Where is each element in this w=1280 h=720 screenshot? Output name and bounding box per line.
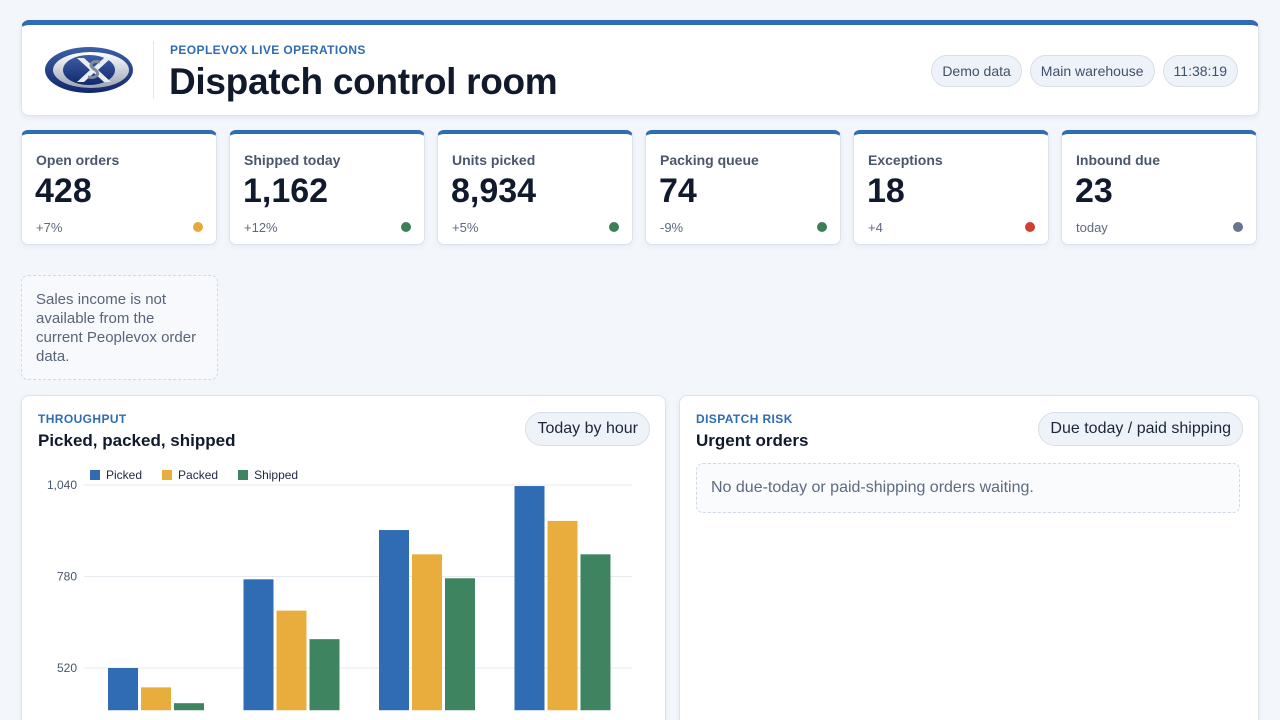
- y-tick-label: 1,040: [47, 478, 77, 492]
- kpi-row: Open orders 428 +7% Shipped today 1,162 …: [21, 130, 1257, 245]
- kpi-delta: -9%: [660, 220, 684, 235]
- legend-swatch: [162, 470, 173, 480]
- bar-shipped-0[interactable]: [174, 703, 204, 711]
- bar-packed-3[interactable]: [547, 520, 578, 711]
- header-pills: Demo data Main warehouse 11:38:19: [931, 55, 1238, 87]
- legend-label: Shipped: [254, 468, 299, 482]
- bar-picked-3[interactable]: [514, 486, 545, 711]
- kpi-delta: today: [1076, 220, 1108, 235]
- status-dot-icon: [401, 222, 411, 232]
- kpi-value: 1,162: [243, 172, 329, 210]
- throughput-bar-chart: 520 780 1,040: [47, 478, 632, 711]
- chart-legend: Picked Packed Shipped: [90, 468, 298, 482]
- status-dot-icon: [1025, 222, 1035, 232]
- page-title: Dispatch control room: [169, 61, 558, 102]
- kpi-label: Shipped today: [244, 152, 341, 168]
- kpi-card-open-orders[interactable]: Open orders 428 +7%: [21, 130, 217, 245]
- kpi-delta: +4: [868, 220, 883, 235]
- bar-shipped-2[interactable]: [445, 578, 475, 711]
- y-tick-label: 780: [57, 570, 77, 584]
- kpi-card-inbound-due[interactable]: Inbound due 23 today: [1061, 130, 1257, 245]
- legend-label: Packed: [178, 468, 219, 482]
- status-dot-icon: [1233, 222, 1243, 232]
- header-divider: [153, 41, 154, 99]
- due-today-filter-button[interactable]: Due today / paid shipping: [1038, 412, 1243, 446]
- bar-packed-1[interactable]: [276, 610, 307, 711]
- kpi-card-packing-queue[interactable]: Packing queue 74 -9%: [645, 130, 841, 245]
- y-tick-label: 520: [57, 661, 77, 675]
- sales-income-note: Sales income is not available from the c…: [21, 275, 218, 380]
- kpi-label: Packing queue: [660, 152, 759, 168]
- legend-swatch: [238, 470, 249, 480]
- bar-shipped-3[interactable]: [580, 554, 611, 711]
- kpi-value: 428: [35, 172, 92, 210]
- legend-item-shipped[interactable]: Shipped: [238, 468, 298, 482]
- status-dot-icon: [193, 222, 203, 232]
- today-by-hour-button[interactable]: Today by hour: [525, 412, 650, 446]
- status-dot-icon: [817, 222, 827, 232]
- bar-shipped-1[interactable]: [309, 639, 340, 711]
- legend-swatch: [90, 470, 100, 480]
- kpi-value: 74: [659, 172, 697, 210]
- clock-pill: 11:38:19: [1162, 55, 1238, 87]
- warehouse-pill[interactable]: Main warehouse: [1029, 55, 1155, 87]
- bar-packed-0[interactable]: [141, 687, 171, 711]
- bar-picked-2[interactable]: [379, 530, 409, 711]
- peoplevox-logo-icon: [45, 47, 133, 93]
- kpi-label: Open orders: [36, 152, 120, 168]
- kpi-value: 8,934: [451, 172, 537, 210]
- kpi-card-shipped-today[interactable]: Shipped today 1,162 +12%: [229, 130, 425, 245]
- urgent-title: Urgent orders: [696, 431, 809, 450]
- legend-item-packed[interactable]: Packed: [162, 468, 218, 482]
- kpi-label: Units picked: [452, 152, 536, 168]
- urgent-eyebrow: DISPATCH RISK: [696, 412, 793, 426]
- kpi-delta: +7%: [36, 220, 63, 235]
- bar-packed-2[interactable]: [412, 554, 442, 711]
- legend-label: Picked: [106, 468, 143, 482]
- throughput-eyebrow: THROUGHPUT: [38, 412, 127, 426]
- header-eyebrow: PEOPLEVOX LIVE OPERATIONS: [170, 43, 366, 57]
- kpi-card-exceptions[interactable]: Exceptions 18 +4: [853, 130, 1049, 245]
- demo-data-pill[interactable]: Demo data: [931, 55, 1022, 87]
- page-header: PEOPLEVOX LIVE OPERATIONS Dispatch contr…: [21, 20, 1259, 116]
- throughput-title: Picked, packed, shipped: [38, 431, 236, 450]
- legend-item-picked[interactable]: Picked: [90, 468, 142, 482]
- kpi-delta: +5%: [452, 220, 479, 235]
- bar-picked-0[interactable]: [108, 668, 138, 711]
- kpi-label: Inbound due: [1076, 152, 1160, 168]
- kpi-delta: +12%: [244, 220, 278, 235]
- kpi-value: 23: [1075, 172, 1113, 210]
- kpi-card-units-picked[interactable]: Units picked 8,934 +5%: [437, 130, 633, 245]
- kpi-label: Exceptions: [868, 152, 943, 168]
- status-dot-icon: [609, 222, 619, 232]
- urgent-orders-panel: DISPATCH RISK Urgent orders Due today / …: [679, 395, 1259, 720]
- throughput-panel: 520 780 1,040 THROUGHPUT Picked, packed, s…: [21, 395, 666, 720]
- kpi-value: 18: [867, 172, 905, 210]
- urgent-empty-state: No due-today or paid-shipping orders wai…: [696, 463, 1240, 513]
- bar-picked-1[interactable]: [243, 579, 274, 711]
